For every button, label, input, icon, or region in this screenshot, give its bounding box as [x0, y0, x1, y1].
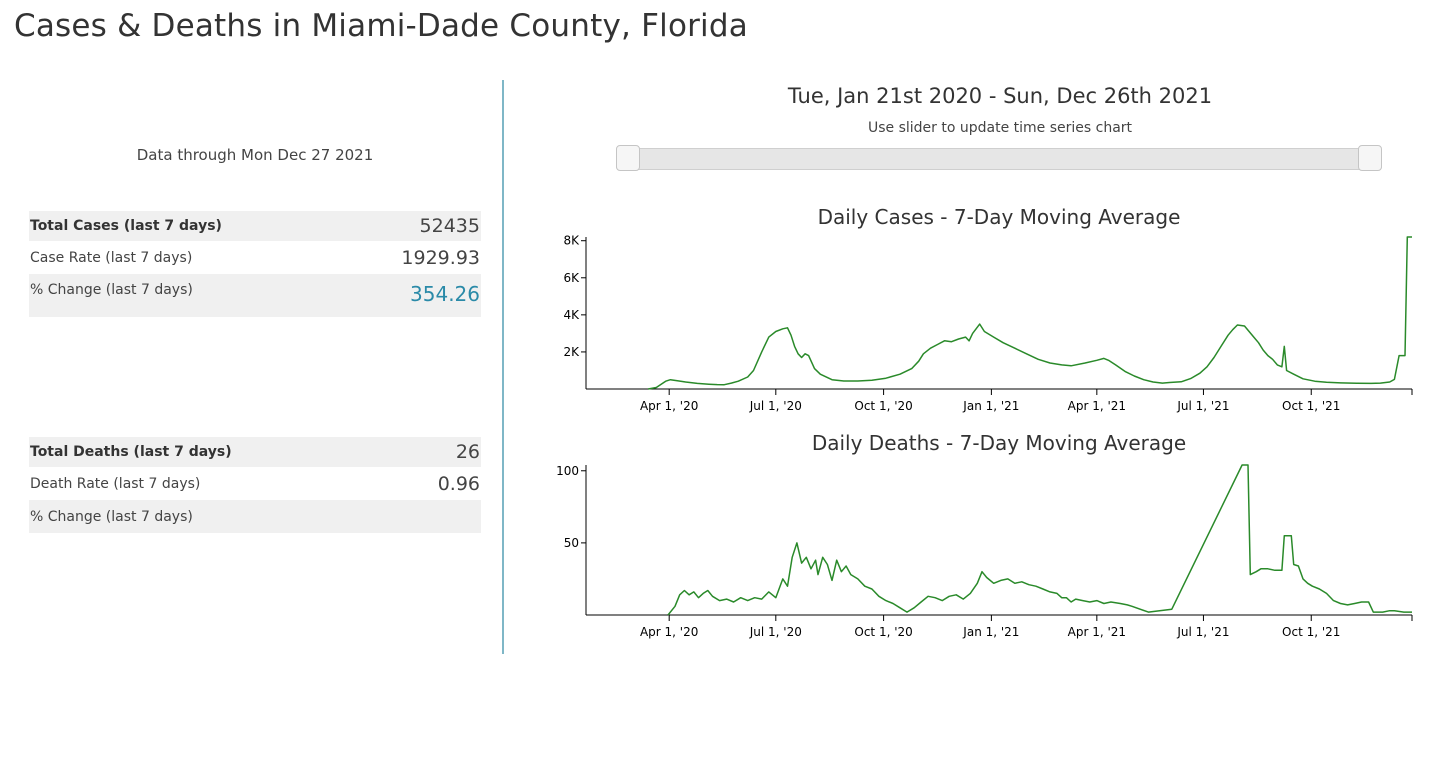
x-tick-label: Apr 1, '20 — [640, 625, 698, 639]
deaths-chart-title: Daily Deaths - 7-Day Moving Average — [811, 431, 1187, 455]
y-tick-label: 6K — [563, 271, 580, 285]
total-cases-row: Total Cases (last 7 days) 52435 — [29, 211, 481, 241]
x-tick-label: Jul 1, '20 — [749, 399, 802, 413]
x-tick-label: Jul 1, '21 — [1176, 625, 1229, 639]
y-tick-label: 8K — [563, 234, 580, 248]
slider-hint: Use slider to update time series chart — [867, 120, 1133, 136]
death-rate-value: 0.96 — [437, 472, 480, 495]
x-tick-label: Jul 1, '20 — [749, 625, 802, 639]
total-deaths-row: Total Deaths (last 7 days) 26 — [29, 437, 481, 467]
slider-start-handle[interactable] — [616, 145, 640, 171]
total-cases-value: 52435 — [419, 215, 480, 237]
cases-chart-title: Daily Cases - 7-Day Moving Average — [817, 205, 1181, 229]
series-line-daily-cases — [647, 236, 1412, 390]
x-tick-label: Oct 1, '20 — [854, 399, 912, 413]
case-rate-row: Case Rate (last 7 days) 1929.93 — [29, 241, 481, 274]
case-rate-value: 1929.93 — [401, 246, 480, 269]
x-tick-label: Oct 1, '21 — [1282, 625, 1340, 639]
x-tick-label: Jan 1, '21 — [962, 399, 1019, 413]
y-tick-label: 4K — [563, 308, 580, 322]
x-tick-label: Oct 1, '20 — [854, 625, 912, 639]
x-tick-label: Apr 1, '21 — [1068, 399, 1126, 413]
deaths-summary-table: Total Deaths (last 7 days) 26 Death Rate… — [29, 437, 481, 533]
total-deaths-value: 26 — [455, 441, 480, 463]
death-rate-label: Death Rate (last 7 days) — [30, 475, 201, 492]
series-line-daily-deaths — [667, 464, 1412, 616]
x-tick-label: Apr 1, '20 — [640, 399, 698, 413]
x-tick-label: Jan 1, '21 — [962, 625, 1019, 639]
x-tick-label: Jul 1, '21 — [1176, 399, 1229, 413]
slider-end-handle[interactable] — [1358, 145, 1382, 171]
panel-divider — [502, 80, 504, 654]
case-rate-label: Case Rate (last 7 days) — [30, 249, 193, 266]
date-range-slider-track[interactable] — [616, 148, 1382, 170]
total-cases-label: Total Cases (last 7 days) — [30, 218, 222, 234]
date-range-title: Tue, Jan 21st 2020 - Sun, Dec 26th 2021 — [787, 84, 1213, 108]
case-change-label: % Change (last 7 days) — [30, 282, 193, 298]
case-change-value: 354.26 — [410, 282, 480, 306]
data-through-label: Data through Mon Dec 27 2021 — [136, 146, 374, 164]
deaths-chart: 50 100 Apr 1, '20 Jul 1, '20 Oct 1, '20 Jan 1… — [556, 464, 1413, 639]
death-change-row: % Change (last 7 days) — [29, 500, 481, 533]
y-tick-label: 50 — [564, 536, 579, 550]
cases-chart: 2K 4K 6K 8K Apr 1, '20 Jul 1, '20 Oct 1, '20 Ja… — [563, 234, 1413, 413]
page-title: Cases & Deaths in Miami-Dade County, Flo… — [14, 8, 748, 44]
case-change-row: % Change (last 7 days) 354.26 — [29, 274, 481, 317]
death-change-label: % Change (last 7 days) — [30, 508, 193, 525]
cases-summary-table: Total Cases (last 7 days) 52435 Case Rat… — [29, 211, 481, 317]
death-rate-row: Death Rate (last 7 days) 0.96 — [29, 467, 481, 500]
total-deaths-label: Total Deaths (last 7 days) — [30, 444, 232, 460]
y-tick-label: 100 — [556, 464, 579, 478]
x-tick-label: Apr 1, '21 — [1068, 625, 1126, 639]
y-tick-label: 2K — [563, 345, 580, 359]
x-tick-label: Oct 1, '21 — [1282, 399, 1340, 413]
